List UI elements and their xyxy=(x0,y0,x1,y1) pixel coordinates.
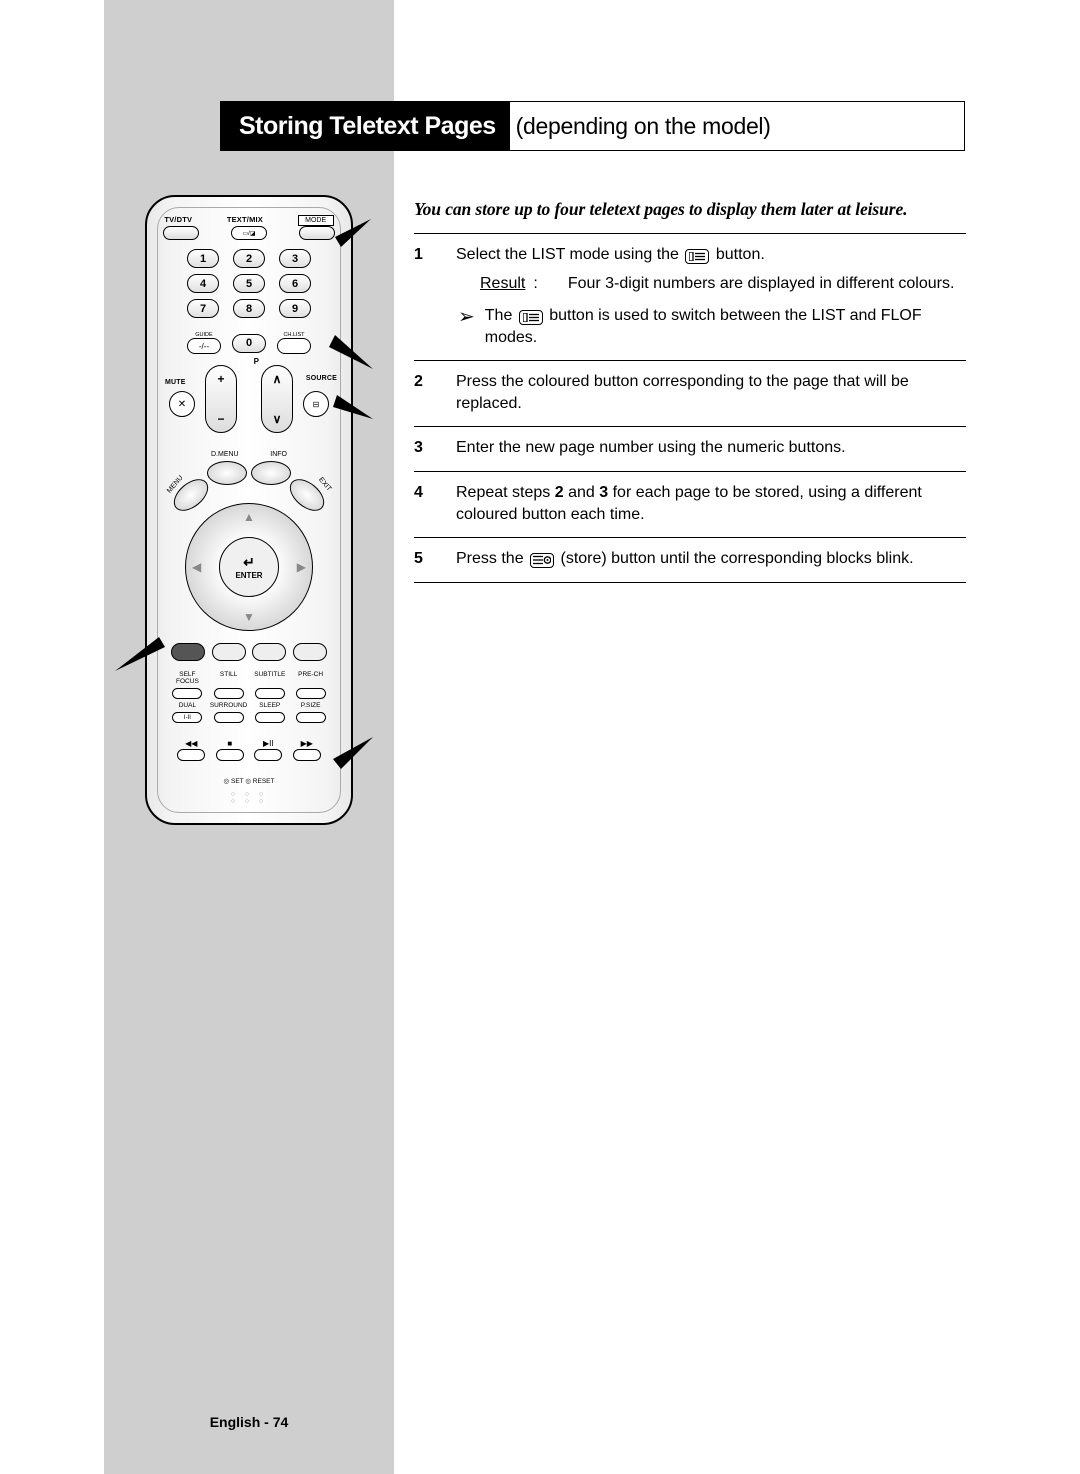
list-button-icon xyxy=(685,249,709,264)
pointer-arrow-3 xyxy=(329,325,373,369)
instruction-content: You can store up to four teletext pages … xyxy=(414,199,966,583)
mute-icon: ✕ xyxy=(169,391,195,417)
remote-set-reset: ◎ SET ◎ RESET xyxy=(147,777,351,785)
pointer-arrow-1 xyxy=(115,631,175,671)
remote-label-grid: SELF FOCUS STILL SUBTITLE PRE-CH DUAL SU… xyxy=(169,671,329,724)
remote-number-pad: 1 2 3 4 5 6 7 8 9 xyxy=(187,249,311,318)
remote-color-buttons xyxy=(171,643,327,661)
remote-illustration: TV/DTV TEXT/MIX MODE ▭/◪ 1 2 3 4 5 6 7 8… xyxy=(145,195,353,825)
intro-text: You can store up to four teletext pages … xyxy=(414,199,966,233)
step-1: 1 Select the LIST mode using the button.… xyxy=(414,234,966,360)
pointer-arrow-2 xyxy=(331,219,371,249)
remote-dash-row: GUIDE -/-- 0 CH.LIST xyxy=(187,332,311,354)
source-icon: ⊟ xyxy=(303,391,329,417)
page-footer: English - 74 xyxy=(104,1414,394,1430)
title-subtitle: (depending on the model) xyxy=(510,113,771,140)
remote-nav-ring: ▲ ▼ ◀ ▶ ↵ ENTER xyxy=(185,503,313,631)
title-banner: Storing Teletext Pages (depending on the… xyxy=(220,101,965,151)
remote-playback-row: ◀◀ ■ ▶II ▶▶ xyxy=(175,739,323,762)
pointer-arrow-5 xyxy=(329,737,373,771)
note-arrow-icon: ➢ xyxy=(458,304,475,331)
step-4: 4 Repeat steps 2 and 3 for each page to … xyxy=(414,472,966,537)
remote-top-labels: TV/DTV TEXT/MIX MODE xyxy=(147,215,351,226)
remote-curve-region: D.MENU INFO MENU EXIT xyxy=(167,455,331,507)
step-5: 5 Press the (store) button until the cor… xyxy=(414,538,966,582)
step-2: 2 Press the coloured button correspondin… xyxy=(414,361,966,426)
remote-dots: ○ ○ ○○ ○ ○ xyxy=(147,791,351,805)
title-bold: Storing Teletext Pages xyxy=(239,112,496,141)
list-button-icon xyxy=(519,310,543,325)
remote-volume-region: P MUTE SOURCE + − ∧ ∨ ✕ ⊟ xyxy=(147,357,351,447)
pointer-arrow-4 xyxy=(333,389,373,419)
step-3: 3 Enter the new page number using the nu… xyxy=(414,427,966,471)
store-button-icon xyxy=(530,553,554,568)
title-black-portion: Storing Teletext Pages xyxy=(221,102,510,150)
remote-top-buttons: ▭/◪ xyxy=(147,226,351,240)
